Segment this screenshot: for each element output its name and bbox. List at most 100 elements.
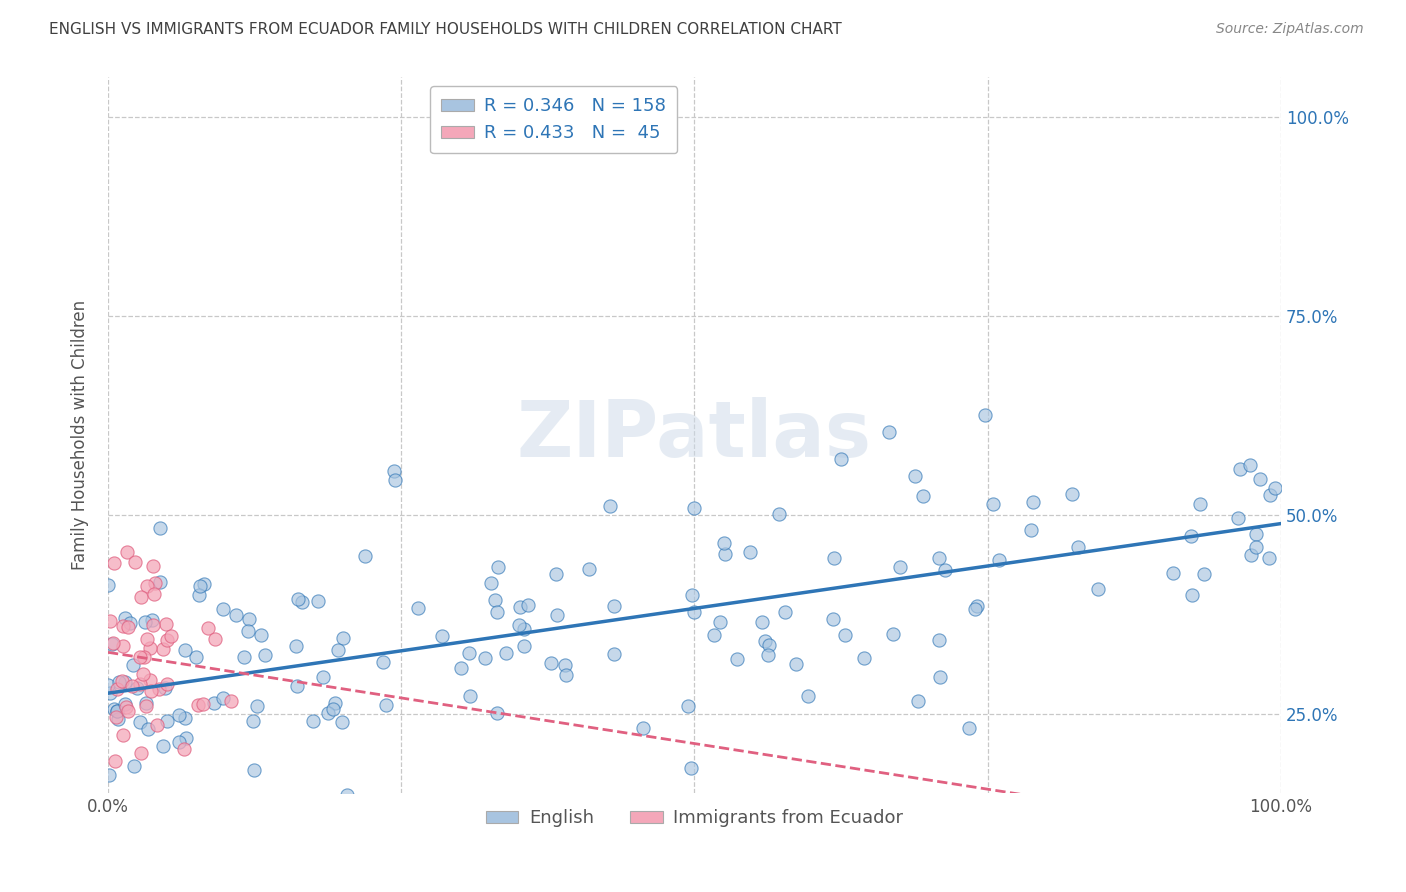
Point [139, 684, 162, 698]
Point [486, 560, 509, 574]
Point [287, 591, 309, 606]
Point [714, 547, 737, 561]
Point [254, 648, 277, 662]
Point [136, 579, 159, 593]
Point [928, 632, 950, 647]
Point [957, 722, 980, 736]
Point [965, 602, 987, 616]
Point [101, 637, 124, 651]
Point [152, 739, 174, 754]
Point [495, 646, 517, 660]
Y-axis label: Family Households with Children: Family Households with Children [72, 301, 89, 571]
Point [450, 660, 472, 674]
Point [243, 764, 266, 778]
Point [1022, 495, 1045, 509]
Point [148, 812, 170, 826]
Point [173, 711, 195, 725]
Point [603, 647, 626, 661]
Point [546, 567, 568, 582]
Point [238, 624, 260, 639]
Point [107, 674, 129, 689]
Point [509, 599, 531, 614]
Point [101, 826, 124, 840]
Point [682, 605, 704, 619]
Point [112, 619, 135, 633]
Point [135, 699, 157, 714]
Point [546, 608, 568, 623]
Point [703, 628, 725, 642]
Point [173, 741, 195, 756]
Point [142, 617, 165, 632]
Point [143, 576, 166, 591]
Point [928, 551, 950, 566]
Point [981, 497, 1004, 511]
Point [508, 618, 530, 632]
Point [1240, 548, 1263, 562]
Point [105, 704, 128, 718]
Point [112, 639, 135, 653]
Point [141, 613, 163, 627]
Point [134, 615, 156, 629]
Point [114, 674, 136, 689]
Point [1226, 511, 1249, 525]
Point [246, 699, 269, 714]
Point [1258, 488, 1281, 502]
Point [458, 646, 481, 660]
Point [1264, 481, 1286, 495]
Point [1188, 497, 1211, 511]
Point [485, 706, 508, 720]
Point [823, 612, 845, 626]
Point [323, 696, 346, 710]
Point [823, 550, 845, 565]
Point [934, 563, 956, 577]
Point [184, 650, 207, 665]
Point [316, 706, 339, 720]
Point [193, 577, 215, 591]
Point [204, 632, 226, 646]
Point [676, 699, 699, 714]
Point [382, 464, 405, 478]
Point [889, 560, 911, 574]
Point [474, 651, 496, 665]
Point [307, 594, 329, 608]
Point [202, 696, 225, 710]
Point [738, 545, 761, 559]
Text: Source: ZipAtlas.com: Source: ZipAtlas.com [1216, 22, 1364, 37]
Point [768, 508, 790, 522]
Point [129, 590, 152, 604]
Point [135, 696, 157, 710]
Point [853, 651, 876, 665]
Point [291, 595, 314, 609]
Point [225, 607, 247, 622]
Point [907, 693, 929, 707]
Point [105, 704, 128, 718]
Point [188, 579, 211, 593]
Point [148, 681, 170, 696]
Point [111, 673, 134, 688]
Point [163, 812, 186, 826]
Point [115, 545, 138, 559]
Point [98, 686, 121, 700]
Point [153, 681, 176, 695]
Point [633, 721, 655, 735]
Point [384, 473, 406, 487]
Point [107, 712, 129, 726]
Point [97, 678, 120, 692]
Point [146, 718, 169, 732]
Point [988, 553, 1011, 567]
Point [1062, 487, 1084, 501]
Point [114, 697, 136, 711]
Text: ENGLISH VS IMMIGRANTS FROM ECUADOR FAMILY HOUSEHOLDS WITH CHILDREN CORRELATION C: ENGLISH VS IMMIGRANTS FROM ECUADOR FAMIL… [49, 22, 842, 37]
Point [212, 690, 235, 705]
Point [578, 562, 600, 576]
Point [115, 699, 138, 714]
Point [131, 666, 153, 681]
Point [124, 555, 146, 569]
Point [121, 679, 143, 693]
Point [104, 709, 127, 723]
Point [713, 536, 735, 550]
Point [117, 620, 139, 634]
Point [197, 621, 219, 635]
Point [160, 629, 183, 643]
Point [292, 828, 315, 842]
